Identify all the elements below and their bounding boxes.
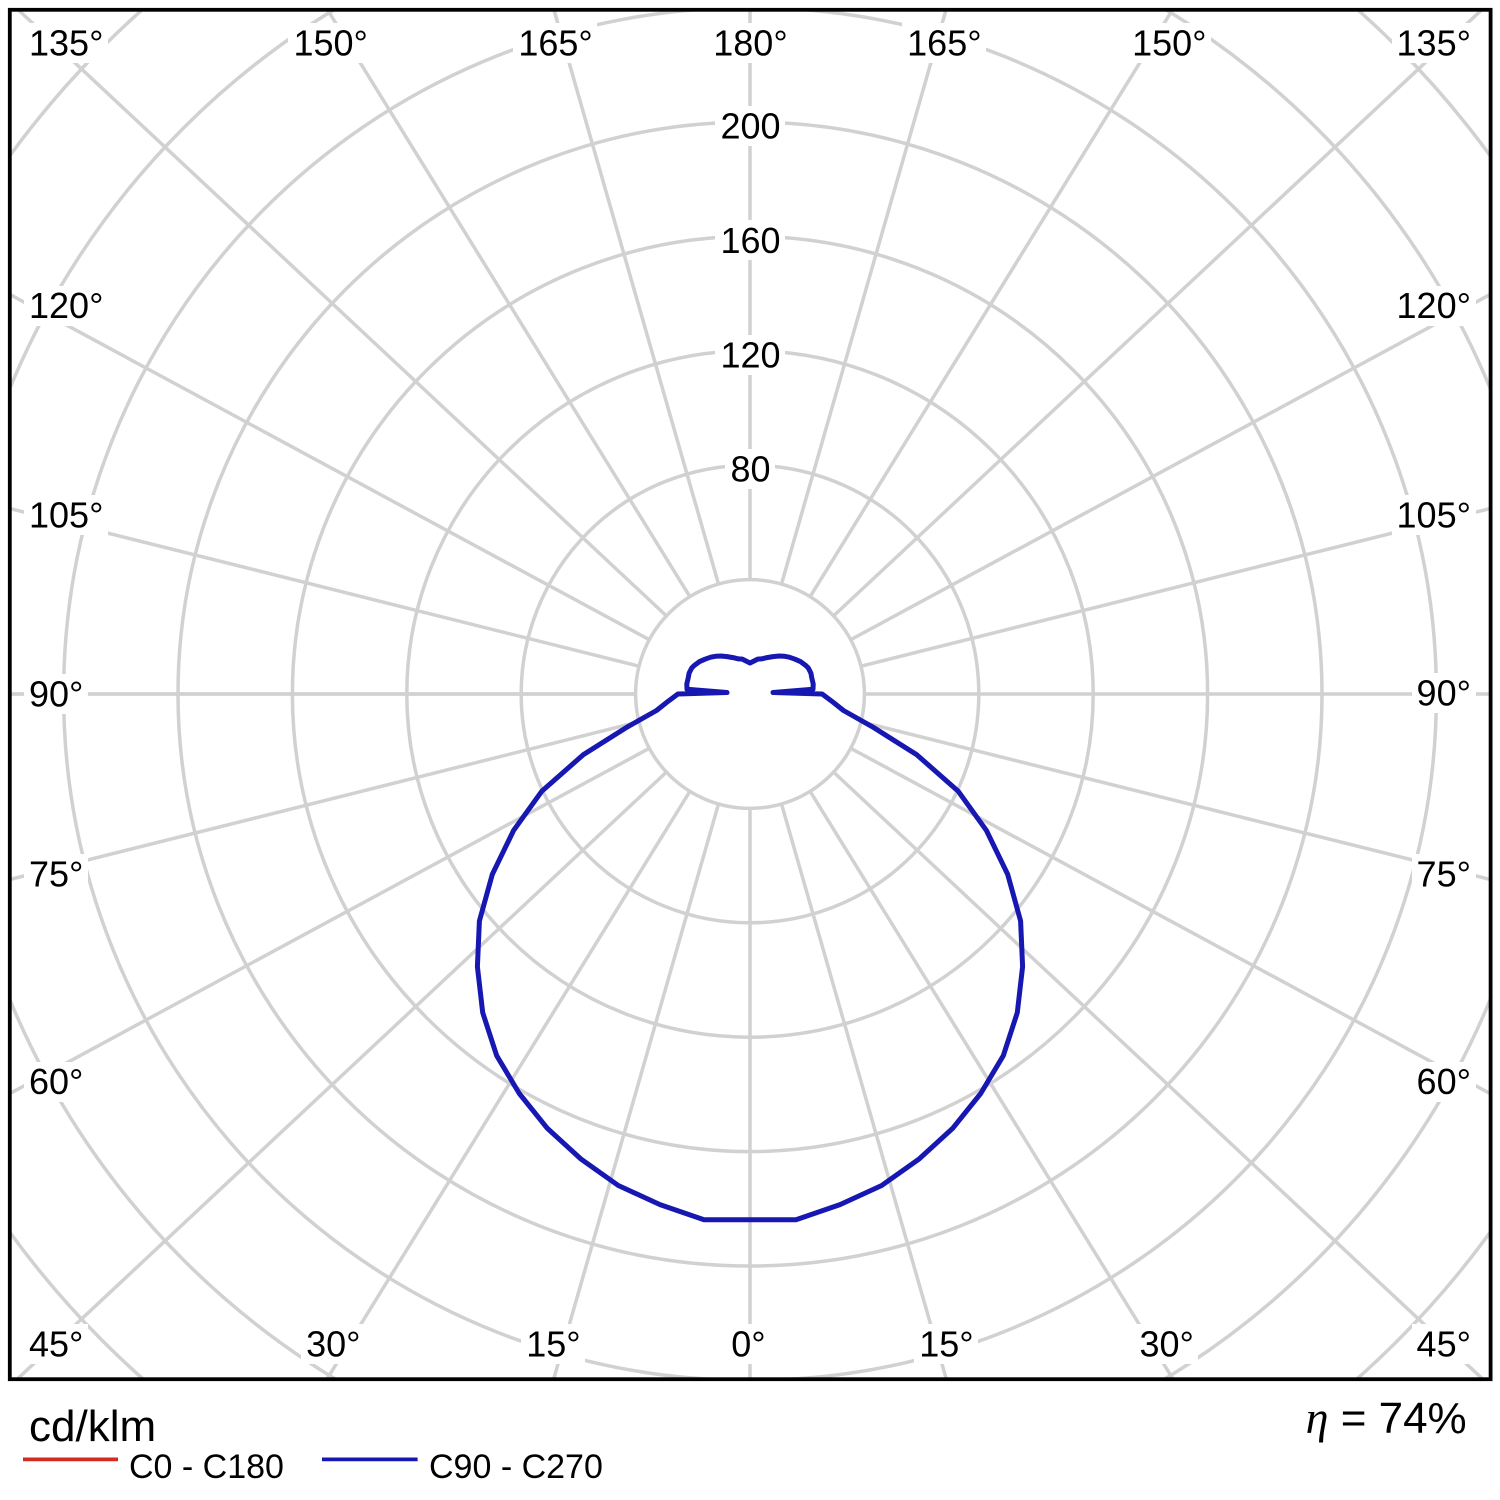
- svg-text:150°: 150°: [293, 22, 367, 63]
- svg-text:160: 160: [720, 220, 780, 261]
- svg-text:60°: 60°: [1417, 1061, 1471, 1102]
- svg-text:105°: 105°: [1397, 494, 1471, 535]
- svg-text:120°: 120°: [29, 285, 103, 326]
- svg-text:75°: 75°: [29, 853, 83, 894]
- svg-text:135°: 135°: [1397, 22, 1471, 63]
- svg-text:75°: 75°: [1417, 853, 1471, 894]
- svg-text:45°: 45°: [1417, 1323, 1471, 1364]
- svg-text:120°: 120°: [1397, 285, 1471, 326]
- svg-text:90°: 90°: [29, 673, 83, 714]
- svg-text:80: 80: [730, 448, 770, 489]
- svg-text:15°: 15°: [919, 1323, 973, 1364]
- svg-text:C90 - C270: C90 - C270: [429, 1448, 603, 1486]
- svg-text:η = 74%: η = 74%: [1306, 1392, 1467, 1443]
- svg-text:105°: 105°: [29, 494, 103, 535]
- svg-text:30°: 30°: [1139, 1323, 1193, 1364]
- svg-text:60°: 60°: [29, 1061, 83, 1102]
- svg-text:200: 200: [720, 105, 780, 146]
- svg-text:90°: 90°: [1417, 672, 1471, 713]
- svg-text:C0 - C180: C0 - C180: [129, 1448, 284, 1486]
- svg-text:15°: 15°: [526, 1323, 580, 1364]
- svg-text:135°: 135°: [29, 22, 103, 63]
- svg-text:30°: 30°: [306, 1323, 360, 1364]
- svg-text:165°: 165°: [907, 22, 981, 63]
- svg-text:165°: 165°: [518, 22, 592, 63]
- svg-text:150°: 150°: [1132, 22, 1206, 63]
- svg-text:120: 120: [720, 334, 780, 375]
- svg-text:180°: 180°: [713, 22, 787, 63]
- svg-text:0°: 0°: [731, 1323, 765, 1364]
- svg-text:cd/klm: cd/klm: [29, 1402, 156, 1451]
- svg-text:45°: 45°: [29, 1323, 83, 1364]
